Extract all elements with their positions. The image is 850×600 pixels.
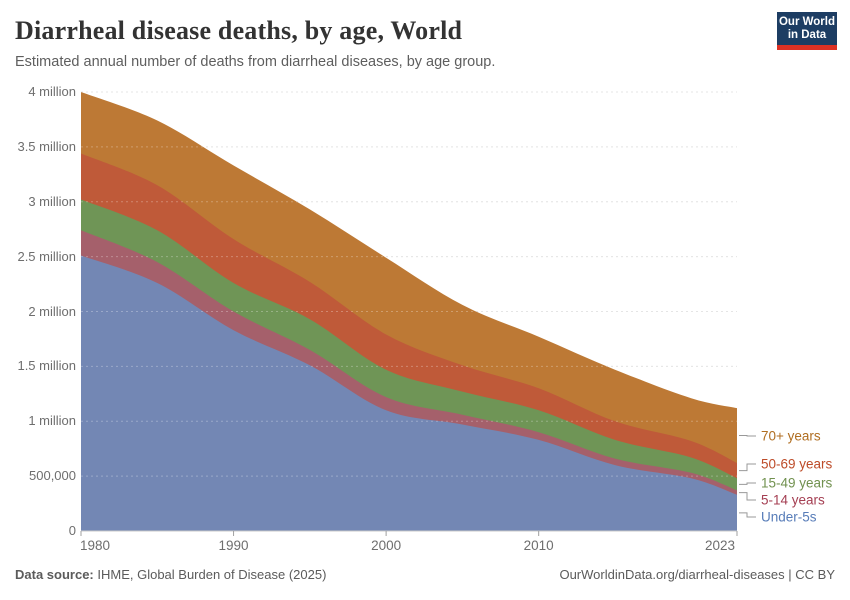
owid-logo-line1: Our World (778, 15, 835, 28)
x-tick-label: 1990 (218, 538, 249, 553)
legend-item-under-5s[interactable]: Under-5s (761, 509, 817, 525)
footer-link[interactable]: OurWorldinData.org/diarrheal-diseases (559, 567, 785, 582)
y-tick-label: 4 million (28, 84, 76, 99)
footer-separator: | (784, 567, 796, 582)
y-tick-label: 1 million (28, 413, 76, 429)
footer-source-value: IHME, Global Burden of Disease (2025) (93, 567, 327, 582)
owid-logo-line2: in Data (787, 28, 827, 41)
y-tick-label: 3.5 million (17, 138, 76, 154)
legend-connector (739, 435, 756, 437)
page-title: Diarrheal disease deaths, by age, World (15, 16, 463, 45)
x-tick-label: 2000 (371, 538, 402, 553)
legend-item-5-14-years[interactable]: 5-14 years (761, 492, 825, 508)
y-tick-label: 2.5 million (17, 248, 76, 264)
legend-item-70-years[interactable]: 70+ years (761, 428, 821, 444)
legend-connector (739, 492, 756, 501)
y-tick-label: 1.5 million (17, 358, 76, 374)
y-tick-label: 0 (68, 523, 76, 538)
x-tick-label: 2023 (704, 538, 736, 553)
footer-citation: OurWorldinData.org/diarrheal-diseases | … (559, 567, 835, 582)
x-tick-label: 1980 (79, 538, 111, 553)
owid-logo[interactable]: Our World in Data (777, 12, 837, 50)
page-subtitle: Estimated annual number of deaths from d… (15, 54, 496, 70)
legend-item-15-49-years[interactable]: 15-49 years (761, 475, 833, 491)
footer-source-label: Data source: (15, 567, 94, 582)
y-tick-label: 2 million (28, 303, 76, 319)
x-tick-label: 2010 (523, 538, 554, 553)
legend-connector (739, 512, 756, 518)
legend-item-50-69-years[interactable]: 50-69 years (761, 456, 833, 472)
legend-connector (739, 463, 756, 472)
footer-license[interactable]: CC BY (795, 567, 835, 582)
legend-connector (739, 482, 756, 485)
area-under-5s[interactable] (81, 255, 737, 531)
y-tick-label: 500,000 (29, 468, 76, 484)
footer-source: Data source: IHME, Global Burden of Dise… (15, 567, 326, 582)
y-tick-label: 3 million (28, 193, 76, 209)
